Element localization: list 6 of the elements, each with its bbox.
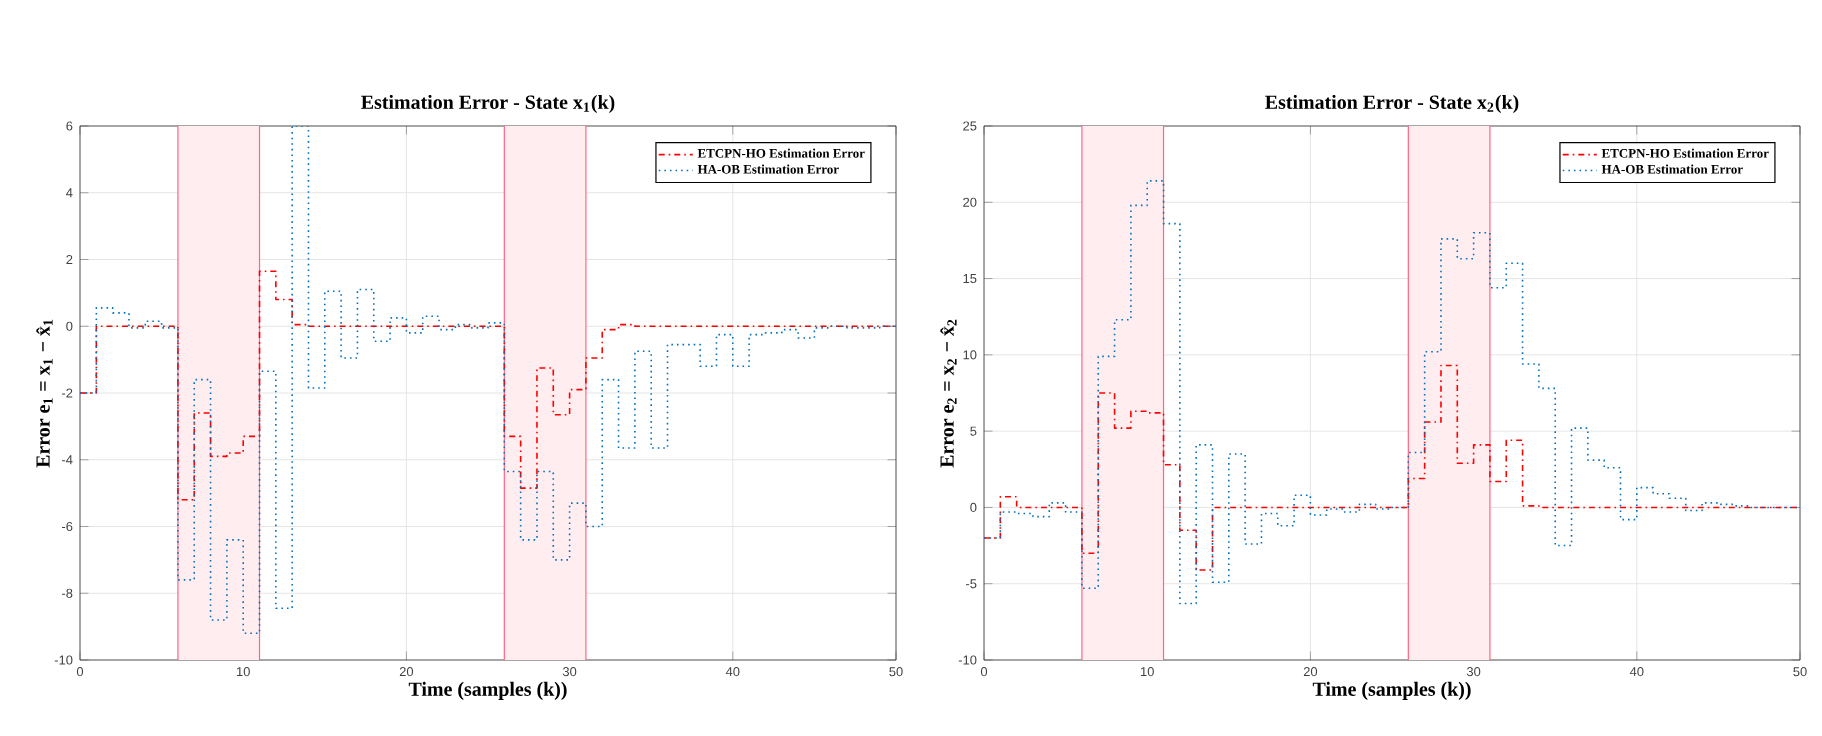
x-axis-title: Time (samples (k)) — [1312, 681, 1471, 700]
chart-title: Estimation Error - State x$_{2}$(k) — [1265, 94, 1519, 114]
y-axis-title: Error e$_{2}$ = x$_{2}$ − x̂$_{2}$ — [940, 319, 957, 468]
y-axis-title: Error e$_{1}$ = x$_{1}$ − x̂$_{1}$ — [36, 319, 53, 468]
chart-title: Estimation Error - State x$_{1}$(k) — [361, 94, 615, 114]
x-axis-title: Time (samples (k)) — [408, 681, 567, 700]
